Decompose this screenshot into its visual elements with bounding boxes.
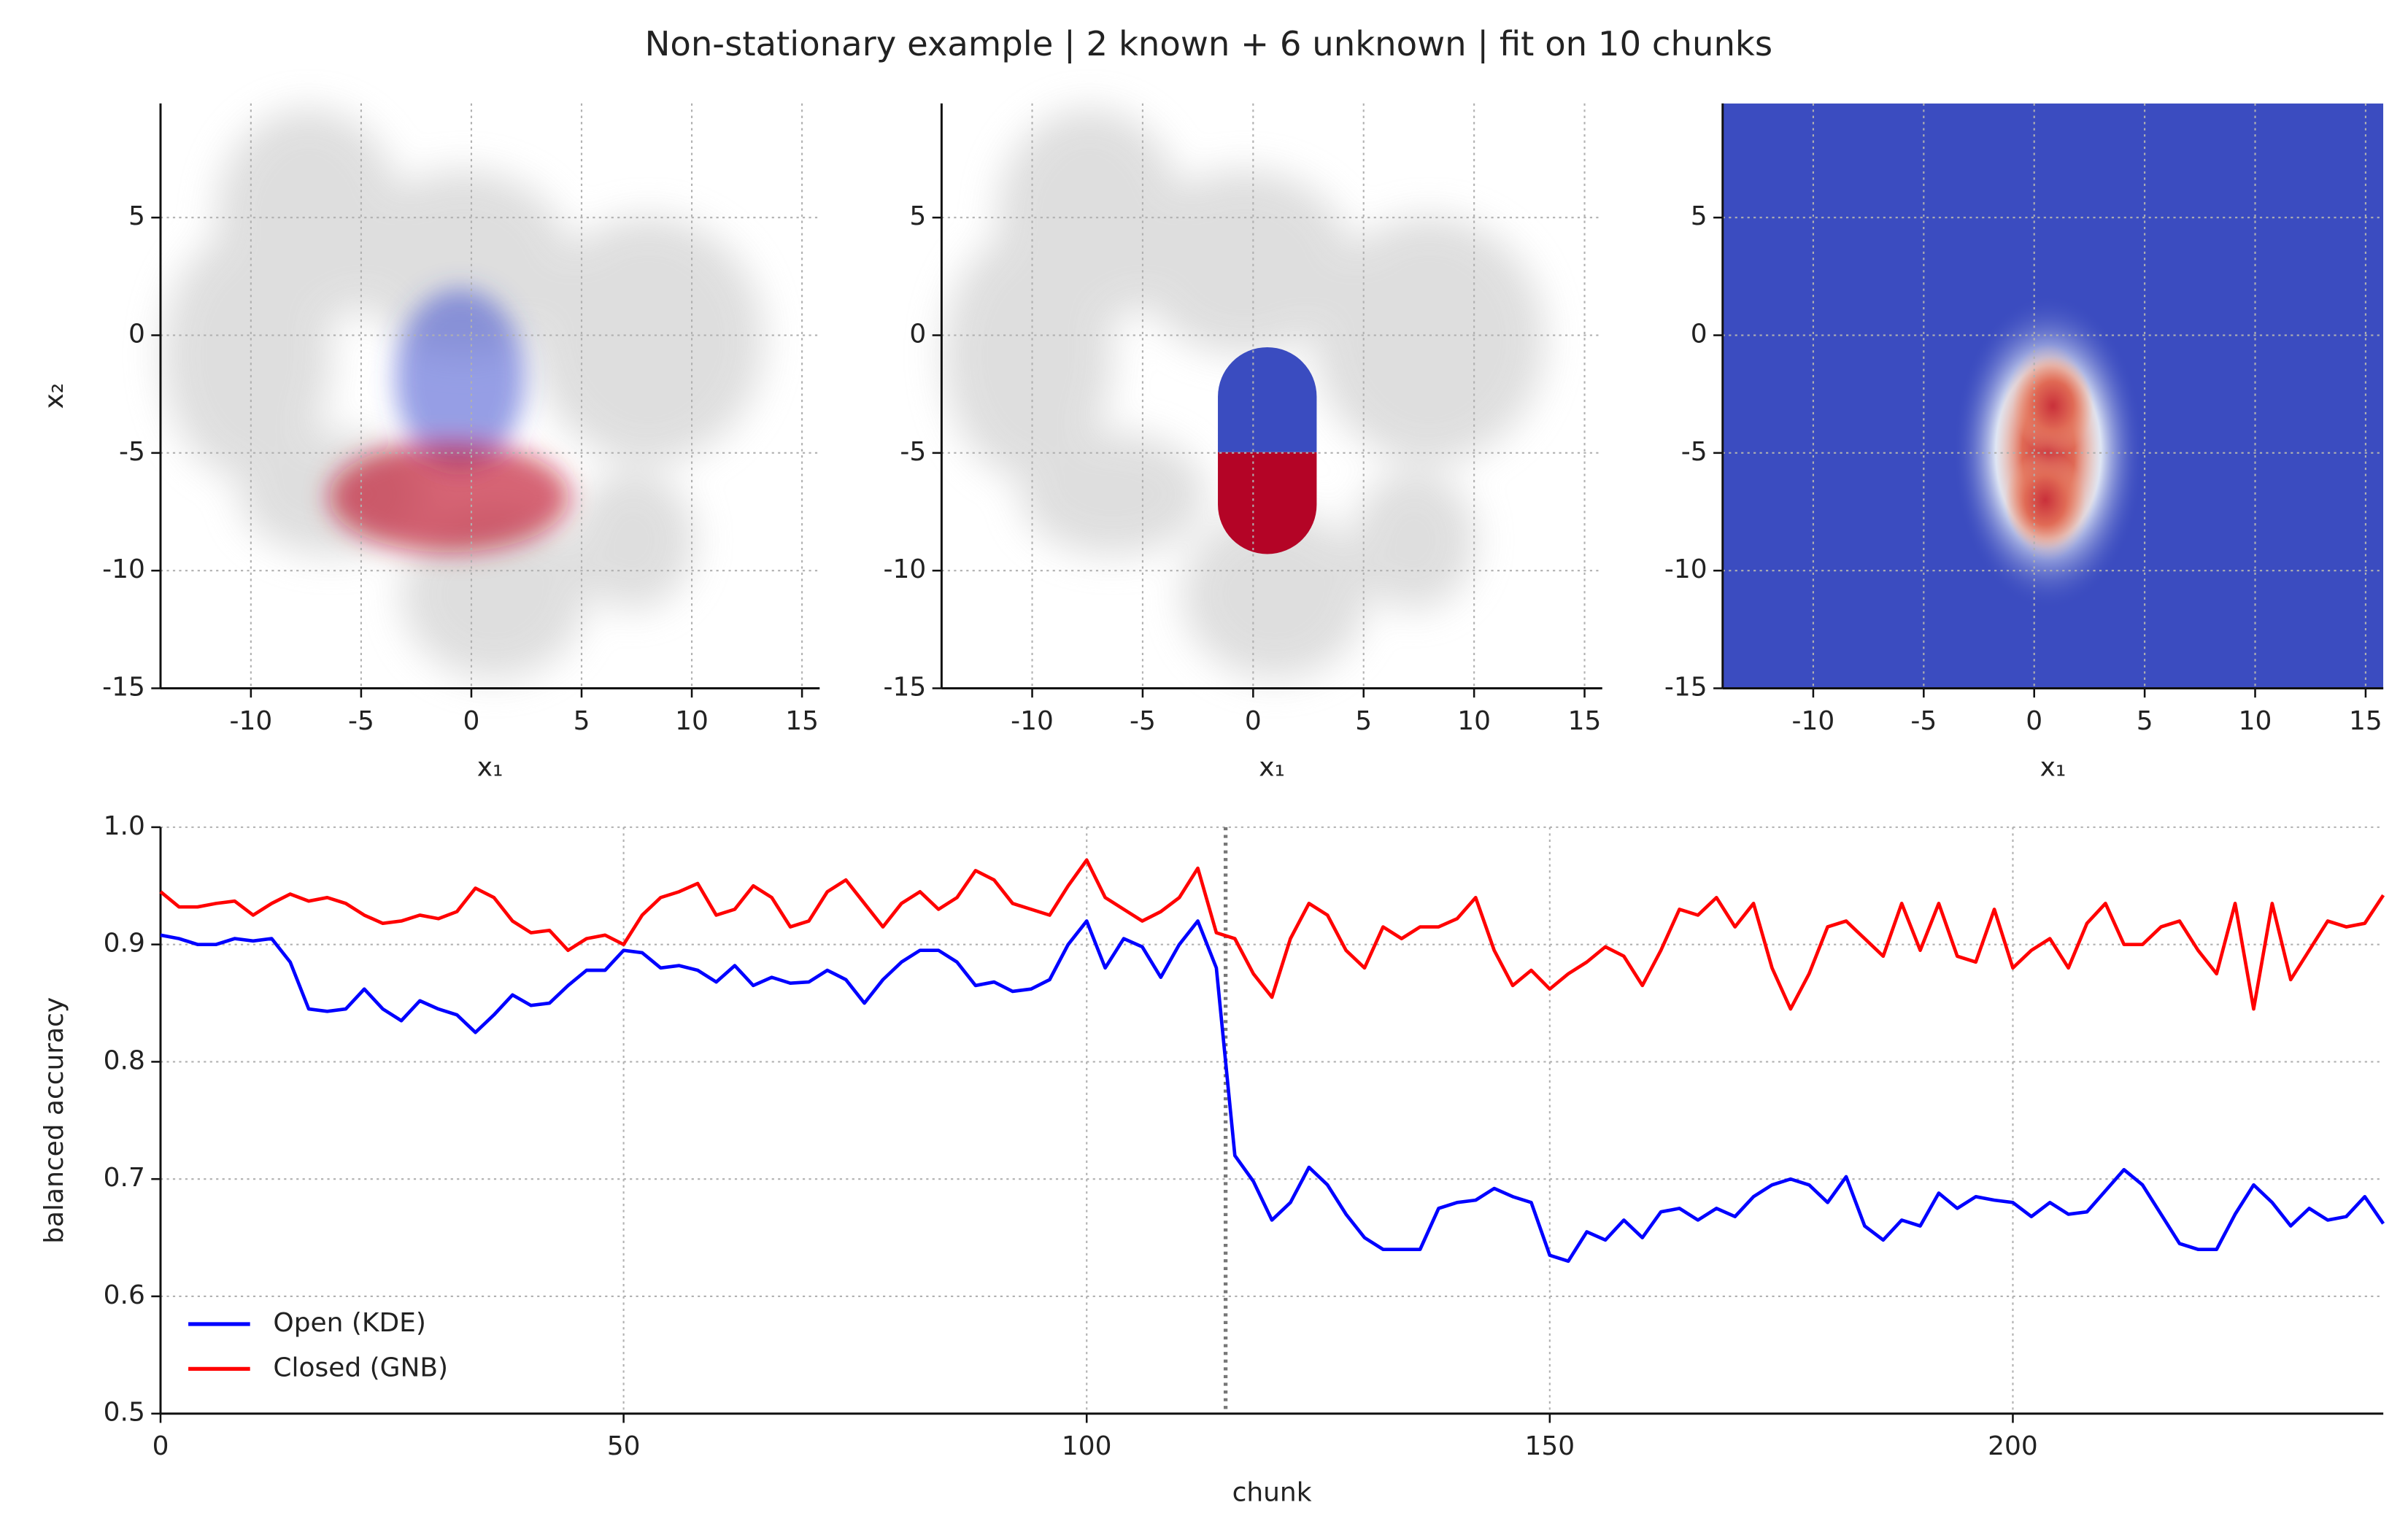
- x-tick-label: 0: [1245, 706, 1262, 736]
- x-axis-label: x₁: [2040, 752, 2067, 782]
- x-tick-label: -5: [1130, 706, 1156, 736]
- x-tick-label: 10: [1457, 706, 1491, 736]
- y-tick-label: -5: [1681, 437, 1707, 467]
- legend-label: Open (KDE): [273, 1308, 426, 1338]
- y-tick-label: 5: [128, 201, 145, 231]
- x-tick-label: 5: [1355, 706, 1372, 736]
- x-tick-label: 5: [574, 706, 590, 736]
- series-line: [160, 919, 2385, 1264]
- y-tick-label: 1.0: [104, 811, 145, 841]
- x-tick-label: -10: [229, 706, 272, 736]
- series-line: [159, 858, 2385, 1011]
- y-tick-label: -10: [102, 554, 145, 584]
- y-tick-label: 0.8: [104, 1045, 145, 1075]
- y-tick-label: -10: [1664, 554, 1707, 584]
- x-tick-label: 0: [463, 706, 480, 736]
- x-tick-label: 150: [1525, 1431, 1575, 1461]
- x-tick-label: -5: [1910, 706, 1937, 736]
- x-tick-label: 15: [785, 706, 819, 736]
- y-tick-label: -15: [883, 672, 926, 702]
- y-axis-label: balanced accuracy: [39, 997, 69, 1244]
- x-axis-label: x₁: [477, 752, 503, 782]
- y-tick-label: -5: [119, 437, 145, 467]
- x-tick-label: 0: [2026, 706, 2042, 736]
- x-tick-label: 5: [2137, 706, 2153, 736]
- x-tick-label: 100: [1062, 1431, 1112, 1461]
- x-tick-label: 15: [1568, 706, 1602, 736]
- x-tick-label: 10: [675, 706, 709, 736]
- y-tick-label: 0.9: [104, 929, 145, 959]
- y-tick-label: 0: [909, 320, 926, 349]
- x-axis-label: x₁: [1259, 752, 1285, 782]
- y-tick-label: -15: [102, 672, 145, 702]
- y-tick-label: 5: [1691, 201, 1707, 231]
- x-tick-label: -5: [348, 706, 374, 736]
- density-heatmap: [1722, 103, 2384, 689]
- y-tick-label: 0.5: [104, 1398, 145, 1428]
- y-tick-label: 0: [1691, 320, 1707, 349]
- y-axis-label: x₂: [39, 383, 69, 409]
- x-tick-label: 0: [153, 1431, 169, 1461]
- figure-title: Non-stationary example | 2 known + 6 unk…: [645, 24, 1773, 64]
- x-axis-label: chunk: [1232, 1478, 1312, 1508]
- legend-label: Closed (GNB): [273, 1353, 448, 1382]
- x-tick-label: -10: [1011, 706, 1054, 736]
- y-tick-label: 0.7: [104, 1163, 145, 1193]
- y-tick-label: -5: [900, 437, 926, 467]
- y-tick-label: 0: [128, 320, 145, 349]
- x-tick-label: 200: [1988, 1431, 2038, 1461]
- y-tick-label: 0.6: [104, 1280, 145, 1310]
- x-tick-label: 50: [607, 1431, 641, 1461]
- x-tick-label: -10: [1792, 706, 1835, 736]
- y-tick-label: -10: [883, 554, 926, 584]
- y-tick-label: -15: [1664, 672, 1707, 702]
- x-tick-label: 10: [2239, 706, 2272, 736]
- x-tick-label: 15: [2349, 706, 2382, 736]
- point-clouds: [162, 108, 1545, 679]
- y-tick-label: 5: [909, 201, 926, 231]
